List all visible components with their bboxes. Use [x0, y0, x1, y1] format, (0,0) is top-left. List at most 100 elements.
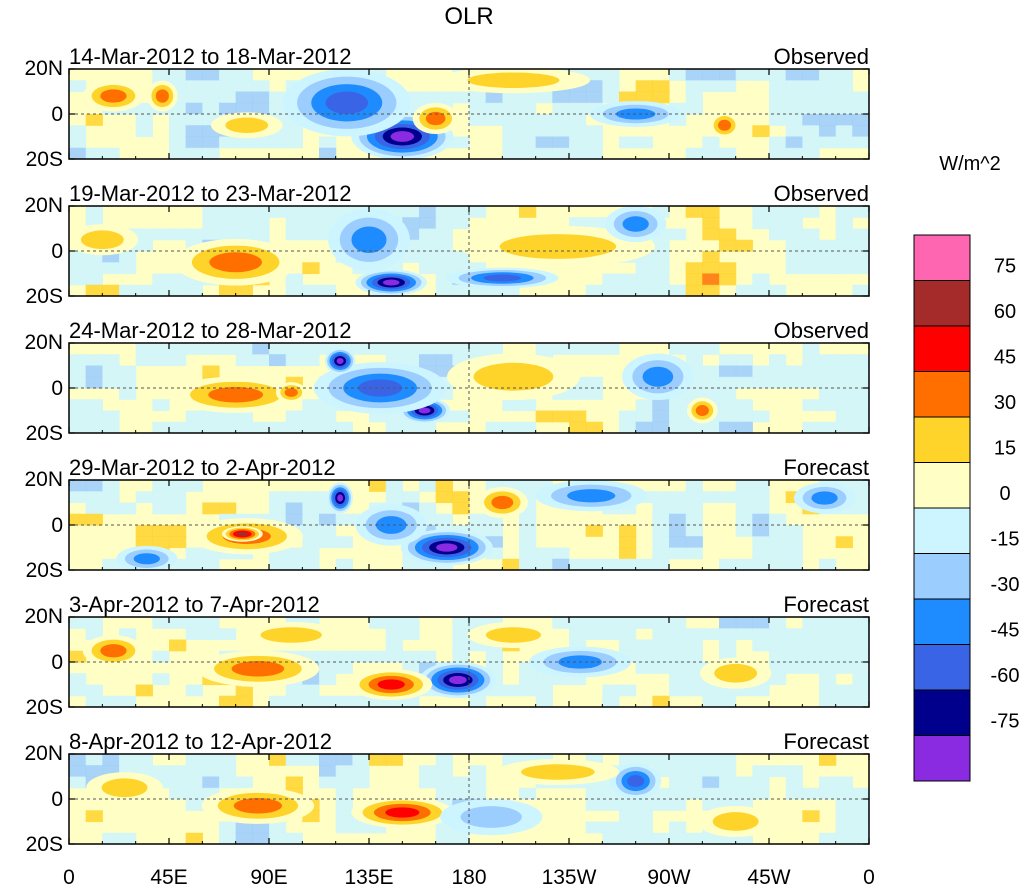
- field-cell: [335, 662, 353, 674]
- field-cell: [502, 284, 520, 296]
- x-tick-label: 180: [451, 866, 486, 887]
- field-cell: [169, 502, 187, 515]
- field-cell: [652, 91, 670, 104]
- field-cell: [469, 765, 487, 778]
- field-cell: [552, 102, 570, 115]
- field-cell: [785, 239, 803, 252]
- field-cell: [819, 662, 837, 674]
- field-cell: [785, 228, 803, 241]
- field-cell: [769, 206, 787, 218]
- field-cell: [652, 639, 670, 652]
- field-cell: [719, 80, 737, 93]
- field-cell: [219, 217, 237, 230]
- field-cell: [452, 251, 470, 263]
- anomaly-contour: [209, 252, 262, 273]
- field-cell: [469, 284, 487, 296]
- field-cell: [185, 102, 203, 115]
- field-cell: [585, 284, 603, 296]
- field-cell: [802, 239, 820, 252]
- field-cell: [719, 617, 737, 629]
- field-cell: [802, 810, 820, 823]
- field-cell: [585, 147, 603, 159]
- field-cell: [602, 343, 620, 355]
- field-cell: [835, 228, 853, 241]
- field-cell: [302, 513, 320, 526]
- field-cell: [69, 421, 87, 433]
- field-cell: [802, 125, 820, 138]
- panel-kind-label: Observed: [774, 44, 869, 69]
- field-cell: [569, 125, 587, 138]
- field-cell: [335, 558, 353, 570]
- field-cell: [519, 502, 537, 515]
- y-tick-label: 20N: [24, 194, 63, 217]
- field-cell: [652, 558, 670, 570]
- field-cell: [85, 399, 103, 412]
- field-cell: [835, 80, 853, 93]
- field-cell: [635, 262, 653, 275]
- x-tick-label: 90E: [250, 866, 287, 887]
- field-cell: [252, 354, 270, 367]
- field-cell: [235, 284, 253, 296]
- field-cell: [669, 547, 687, 560]
- field-cell: [769, 673, 787, 686]
- field-cell: [619, 547, 637, 560]
- field-cell: [819, 136, 837, 149]
- anomaly-contour: [80, 230, 124, 250]
- field-cell: [485, 662, 503, 674]
- field-cell: [652, 284, 670, 296]
- field-cell: [302, 525, 320, 537]
- field-cell: [635, 251, 653, 263]
- field-cell: [219, 69, 237, 81]
- field-cell: [69, 136, 87, 149]
- anomaly-contour: [351, 226, 387, 254]
- field-cell: [435, 787, 453, 800]
- field-cell: [252, 136, 270, 149]
- field-cell: [435, 284, 453, 296]
- field-cell: [485, 343, 503, 355]
- field-cell: [319, 206, 337, 218]
- field-cell: [185, 136, 203, 149]
- anomaly-contour: [231, 660, 285, 677]
- field-cell: [269, 832, 287, 844]
- field-cell: [669, 114, 687, 126]
- field-cell: [519, 662, 537, 674]
- field-cell: [702, 421, 720, 433]
- field-cell: [452, 776, 470, 789]
- field-cell: [602, 284, 620, 296]
- field-cell: [735, 421, 753, 433]
- field-cell: [685, 787, 703, 800]
- anomaly-contour: [714, 663, 758, 683]
- field-cell: [85, 695, 103, 707]
- panel-period-label: 19-Mar-2012 to 23-Mar-2012: [69, 181, 351, 206]
- colorbar-box: [913, 507, 971, 554]
- field-cell: [669, 284, 687, 296]
- y-tick-label: 20S: [26, 559, 63, 582]
- field-cell: [219, 695, 237, 707]
- field-cell: [385, 639, 403, 652]
- field-cell: [69, 365, 87, 378]
- field-cell: [385, 480, 403, 492]
- field-cell: [402, 558, 420, 570]
- field-cell: [652, 228, 670, 241]
- panel: 20N 0 20S 8-Apr-2012 to 12-Apr-2012 Forecast: [24, 729, 870, 856]
- field-cell: [835, 684, 853, 697]
- field-cell: [835, 536, 853, 549]
- field-cell: [85, 617, 103, 629]
- field-cell: [85, 810, 103, 823]
- field-cell: [352, 343, 370, 355]
- field-cell: [552, 91, 570, 104]
- field-cell: [852, 102, 869, 115]
- field-cell: [569, 217, 587, 230]
- field-cell: [102, 354, 120, 367]
- panel-kind-label: Observed: [774, 181, 869, 206]
- field-cell: [785, 251, 803, 263]
- field-cell: [435, 343, 453, 355]
- field-cell: [819, 102, 837, 115]
- field-cell: [169, 776, 187, 789]
- field-cell: [769, 547, 787, 560]
- field-cell: [502, 125, 520, 138]
- field-cell: [735, 513, 753, 526]
- field-cell: [69, 650, 87, 663]
- field-cell: [785, 91, 803, 104]
- field-cell: [202, 547, 220, 560]
